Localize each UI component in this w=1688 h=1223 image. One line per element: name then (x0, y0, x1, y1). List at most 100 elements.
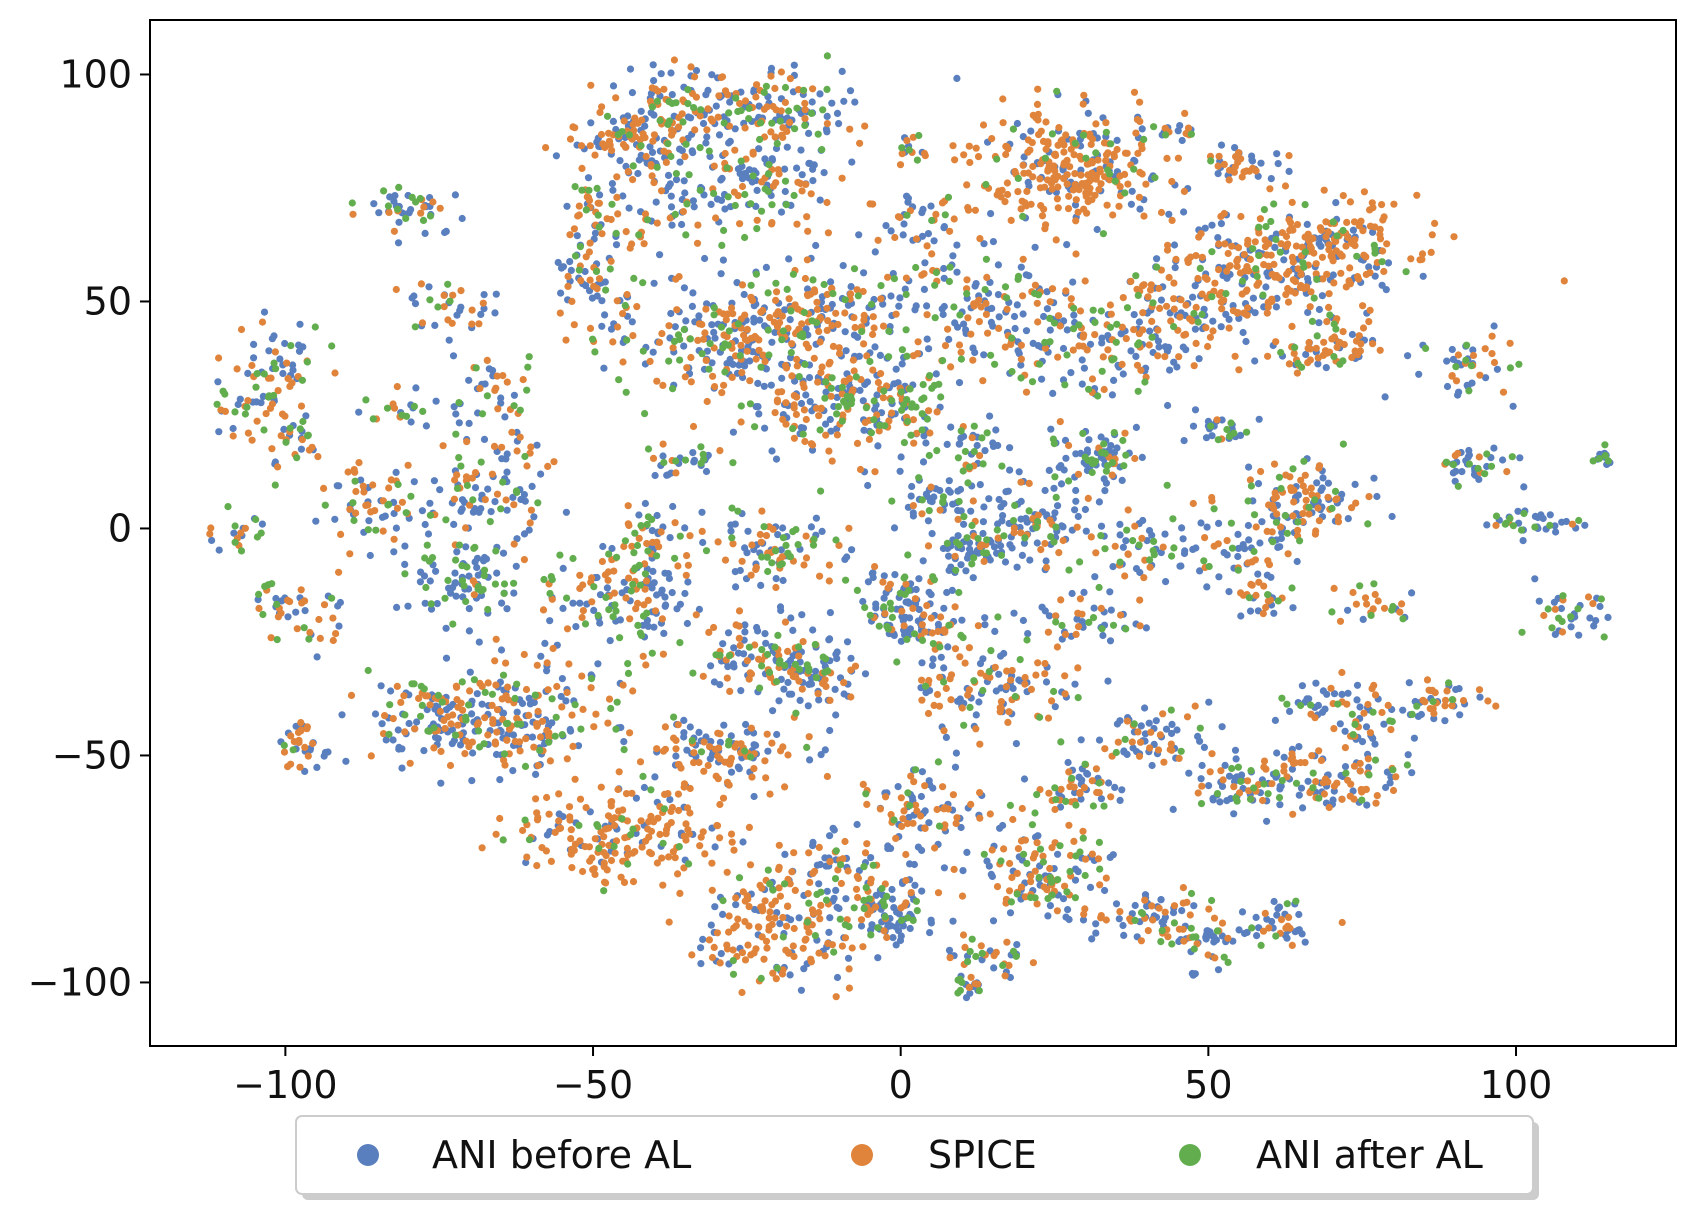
scatter-point (940, 224, 948, 232)
scatter-point (254, 596, 262, 604)
scatter-point (1288, 322, 1296, 330)
scatter-point (351, 468, 359, 476)
scatter-point (614, 785, 622, 794)
scatter-point (825, 577, 833, 585)
scatter-point (1043, 305, 1051, 313)
scatter-point (658, 330, 666, 338)
scatter-point (985, 495, 993, 503)
scatter-point (880, 594, 888, 602)
scatter-point (515, 738, 524, 746)
scatter-point (1061, 690, 1069, 698)
scatter-point (496, 814, 504, 823)
scatter-point (385, 484, 393, 492)
scatter-point (520, 530, 529, 538)
scatter-point (1173, 726, 1181, 734)
scatter-point (682, 317, 690, 325)
scatter-point (889, 934, 897, 942)
scatter-point (1014, 188, 1022, 196)
scatter-point (927, 919, 936, 927)
scatter-point (723, 778, 732, 786)
scatter-point (598, 297, 606, 305)
scatter-point (1071, 506, 1079, 514)
scatter-point (798, 685, 806, 693)
scatter-point (908, 482, 916, 491)
scatter-point (1252, 167, 1260, 175)
scatter-point (843, 553, 851, 561)
scatter-point (995, 324, 1003, 332)
scatter-point (717, 270, 725, 278)
scatter-point (817, 405, 825, 413)
scatter-point (1038, 212, 1047, 220)
scatter-point (930, 701, 938, 710)
scatter-point (732, 894, 740, 902)
scatter-point (944, 325, 952, 333)
scatter-point (592, 710, 600, 718)
scatter-point (951, 319, 959, 327)
scatter-point (954, 506, 962, 515)
scatter-point (481, 380, 489, 388)
scatter-point (823, 120, 832, 128)
scatter-point (999, 511, 1007, 520)
scatter-point (787, 614, 795, 622)
scatter-point (1294, 265, 1302, 273)
scatter-point (1307, 288, 1315, 296)
scatter-point (712, 102, 720, 110)
scatter-point (669, 848, 678, 856)
scatter-point (1205, 698, 1213, 706)
scatter-point (600, 863, 608, 871)
scatter-point (732, 583, 740, 591)
scatter-point (1115, 915, 1123, 923)
scatter-point (484, 731, 492, 739)
scatter-point (255, 604, 263, 613)
scatter-point (920, 270, 928, 278)
scatter-point (945, 477, 953, 485)
scatter-point (1245, 536, 1253, 544)
scatter-point (1065, 915, 1073, 924)
scatter-point (796, 696, 804, 705)
scatter-point (546, 828, 554, 836)
scatter-point (528, 733, 537, 741)
scatter-point (780, 306, 789, 314)
scatter-point (640, 783, 649, 792)
scatter-point (1332, 199, 1340, 207)
scatter-point (207, 524, 215, 532)
scatter-point (695, 312, 703, 320)
scatter-point (890, 904, 898, 912)
scatter-point (801, 936, 809, 944)
scatter-point (1378, 281, 1386, 289)
scatter-point (749, 150, 757, 158)
scatter-point (680, 342, 688, 350)
scatter-point (826, 696, 834, 705)
scatter-point (879, 300, 887, 308)
scatter-point (1027, 200, 1035, 208)
scatter-point (1097, 522, 1106, 530)
scatter-point (778, 374, 786, 382)
scatter-point (418, 319, 427, 327)
scatter-point (508, 428, 516, 436)
scatter-point (716, 447, 724, 455)
scatter-point (648, 527, 656, 535)
scatter-point (568, 845, 576, 854)
scatter-point (994, 261, 1003, 269)
scatter-point (1102, 151, 1111, 159)
scatter-point (658, 615, 667, 623)
scatter-point (662, 158, 671, 166)
scatter-point (1002, 488, 1010, 496)
scatter-point (928, 530, 936, 538)
scatter-point (925, 588, 933, 596)
scatter-point (503, 468, 511, 476)
scatter-point (732, 621, 740, 629)
scatter-point (230, 529, 238, 537)
scatter-point (872, 600, 880, 608)
scatter-point (911, 881, 919, 889)
scatter-point (753, 216, 761, 224)
scatter-point (640, 240, 648, 248)
scatter-point (960, 520, 968, 528)
scatter-point (485, 365, 493, 373)
scatter-point (680, 864, 688, 872)
scatter-point (739, 170, 748, 178)
scatter-point (762, 937, 771, 945)
scatter-point (1051, 176, 1059, 184)
scatter-point (976, 235, 984, 243)
scatter-point (879, 578, 887, 586)
